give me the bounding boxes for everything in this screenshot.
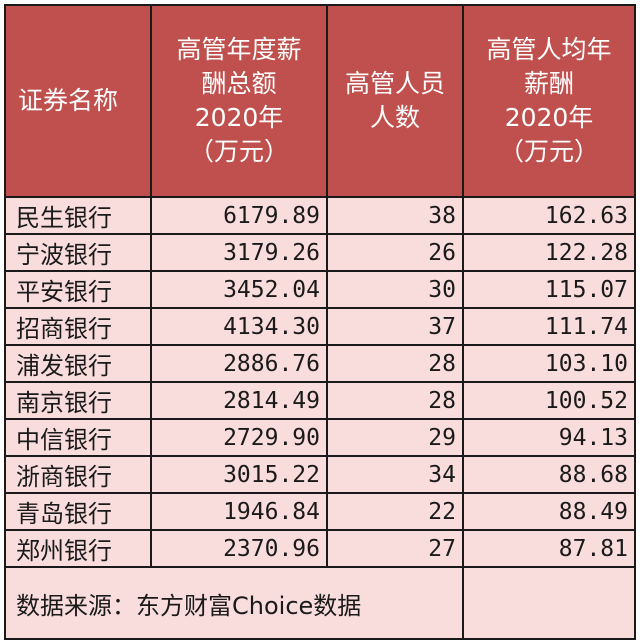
header-exec-count: 高管人员 人数 — [326, 4, 464, 198]
exec-count-cell: 30 — [326, 270, 464, 309]
avg-pay-cell: 122.28 — [462, 233, 636, 272]
exec-count-cell: 38 — [326, 196, 464, 235]
exec-count-cell: 26 — [326, 233, 464, 272]
exec-count-cell: 22 — [326, 492, 464, 531]
avg-pay-cell: 115.07 — [462, 270, 636, 309]
bank-name-cell: 浦发银行 — [4, 344, 152, 383]
avg-pay-cell: 111.74 — [462, 307, 636, 346]
source-row: 数据来源：东方财富Choice数据 — [4, 566, 636, 640]
exec-count-cell: 28 — [326, 344, 464, 383]
header-total-line-4: （万元） — [188, 137, 289, 166]
header-total-line-1: 高管年度薪 — [176, 35, 302, 64]
total-pay-cell: 3452.04 — [150, 270, 328, 309]
table-row: 郑州银行 2370.96 27 87.81 — [4, 529, 636, 568]
table-row: 平安银行 3452.04 30 115.07 — [4, 270, 636, 309]
bank-name-cell: 南京银行 — [4, 381, 152, 420]
header-count-line-2: 人数 — [369, 103, 420, 132]
header-security-name: 证券名称 — [4, 4, 152, 198]
table-row: 招商银行 4134.30 37 111.74 — [4, 307, 636, 346]
table-row: 宁波银行 3179.26 26 122.28 — [4, 233, 636, 272]
total-pay-cell: 2814.49 — [150, 381, 328, 420]
total-pay-cell: 3015.22 — [150, 455, 328, 494]
source-note: 数据来源：东方财富Choice数据 — [4, 566, 464, 640]
total-pay-cell: 1946.84 — [150, 492, 328, 531]
total-pay-cell: 6179.89 — [150, 196, 328, 235]
exec-count-cell: 28 — [326, 381, 464, 420]
source-empty-cell — [462, 566, 636, 640]
exec-count-cell: 37 — [326, 307, 464, 346]
avg-pay-cell: 88.68 — [462, 455, 636, 494]
avg-pay-cell: 162.63 — [462, 196, 636, 235]
header-total-line-3: 2020年 — [194, 103, 284, 132]
salary-table-page: 证券名称 高管年度薪 酬总额 2020年 （万元） 高管人员 人数 高管人均年 … — [4, 4, 636, 640]
avg-pay-cell: 88.49 — [462, 492, 636, 531]
bank-name-cell: 招商银行 — [4, 307, 152, 346]
executive-pay-table: 证券名称 高管年度薪 酬总额 2020年 （万元） 高管人员 人数 高管人均年 … — [4, 4, 636, 640]
bank-name-cell: 浙商银行 — [4, 455, 152, 494]
avg-pay-cell: 100.52 — [462, 381, 636, 420]
table-row: 民生银行 6179.89 38 162.63 — [4, 196, 636, 235]
total-pay-cell: 2729.90 — [150, 418, 328, 457]
table-row: 中信银行 2729.90 29 94.13 — [4, 418, 636, 457]
table-row: 浙商银行 3015.22 34 88.68 — [4, 455, 636, 494]
header-security-name-text: 证券名称 — [18, 86, 119, 115]
avg-pay-cell: 103.10 — [462, 344, 636, 383]
bank-name-cell: 中信银行 — [4, 418, 152, 457]
exec-count-cell: 29 — [326, 418, 464, 457]
header-avg-line-1: 高管人均年 — [486, 35, 612, 64]
header-total-pay: 高管年度薪 酬总额 2020年 （万元） — [150, 4, 328, 198]
table-row: 青岛银行 1946.84 22 88.49 — [4, 492, 636, 531]
header-avg-line-4: （万元） — [498, 137, 599, 166]
exec-count-cell: 27 — [326, 529, 464, 568]
table-row: 浦发银行 2886.76 28 103.10 — [4, 344, 636, 383]
bank-name-cell: 民生银行 — [4, 196, 152, 235]
header-avg-pay: 高管人均年 薪酬 2020年 （万元） — [462, 4, 636, 198]
header-count-line-1: 高管人员 — [344, 69, 445, 98]
total-pay-cell: 4134.30 — [150, 307, 328, 346]
table-header-row: 证券名称 高管年度薪 酬总额 2020年 （万元） 高管人员 人数 高管人均年 … — [4, 4, 636, 198]
bank-name-cell: 青岛银行 — [4, 492, 152, 531]
avg-pay-cell: 87.81 — [462, 529, 636, 568]
exec-count-cell: 34 — [326, 455, 464, 494]
bank-name-cell: 郑州银行 — [4, 529, 152, 568]
bank-name-cell: 宁波银行 — [4, 233, 152, 272]
total-pay-cell: 3179.26 — [150, 233, 328, 272]
header-avg-line-2: 薪酬 — [523, 69, 574, 98]
total-pay-cell: 2370.96 — [150, 529, 328, 568]
total-pay-cell: 2886.76 — [150, 344, 328, 383]
avg-pay-cell: 94.13 — [462, 418, 636, 457]
table-row: 南京银行 2814.49 28 100.52 — [4, 381, 636, 420]
table-body: 民生银行 6179.89 38 162.63 宁波银行 3179.26 26 122.28 平安… — [4, 196, 636, 640]
header-total-line-2: 酬总额 — [201, 69, 277, 98]
header-avg-line-3: 2020年 — [504, 103, 594, 132]
bank-name-cell: 平安银行 — [4, 270, 152, 309]
